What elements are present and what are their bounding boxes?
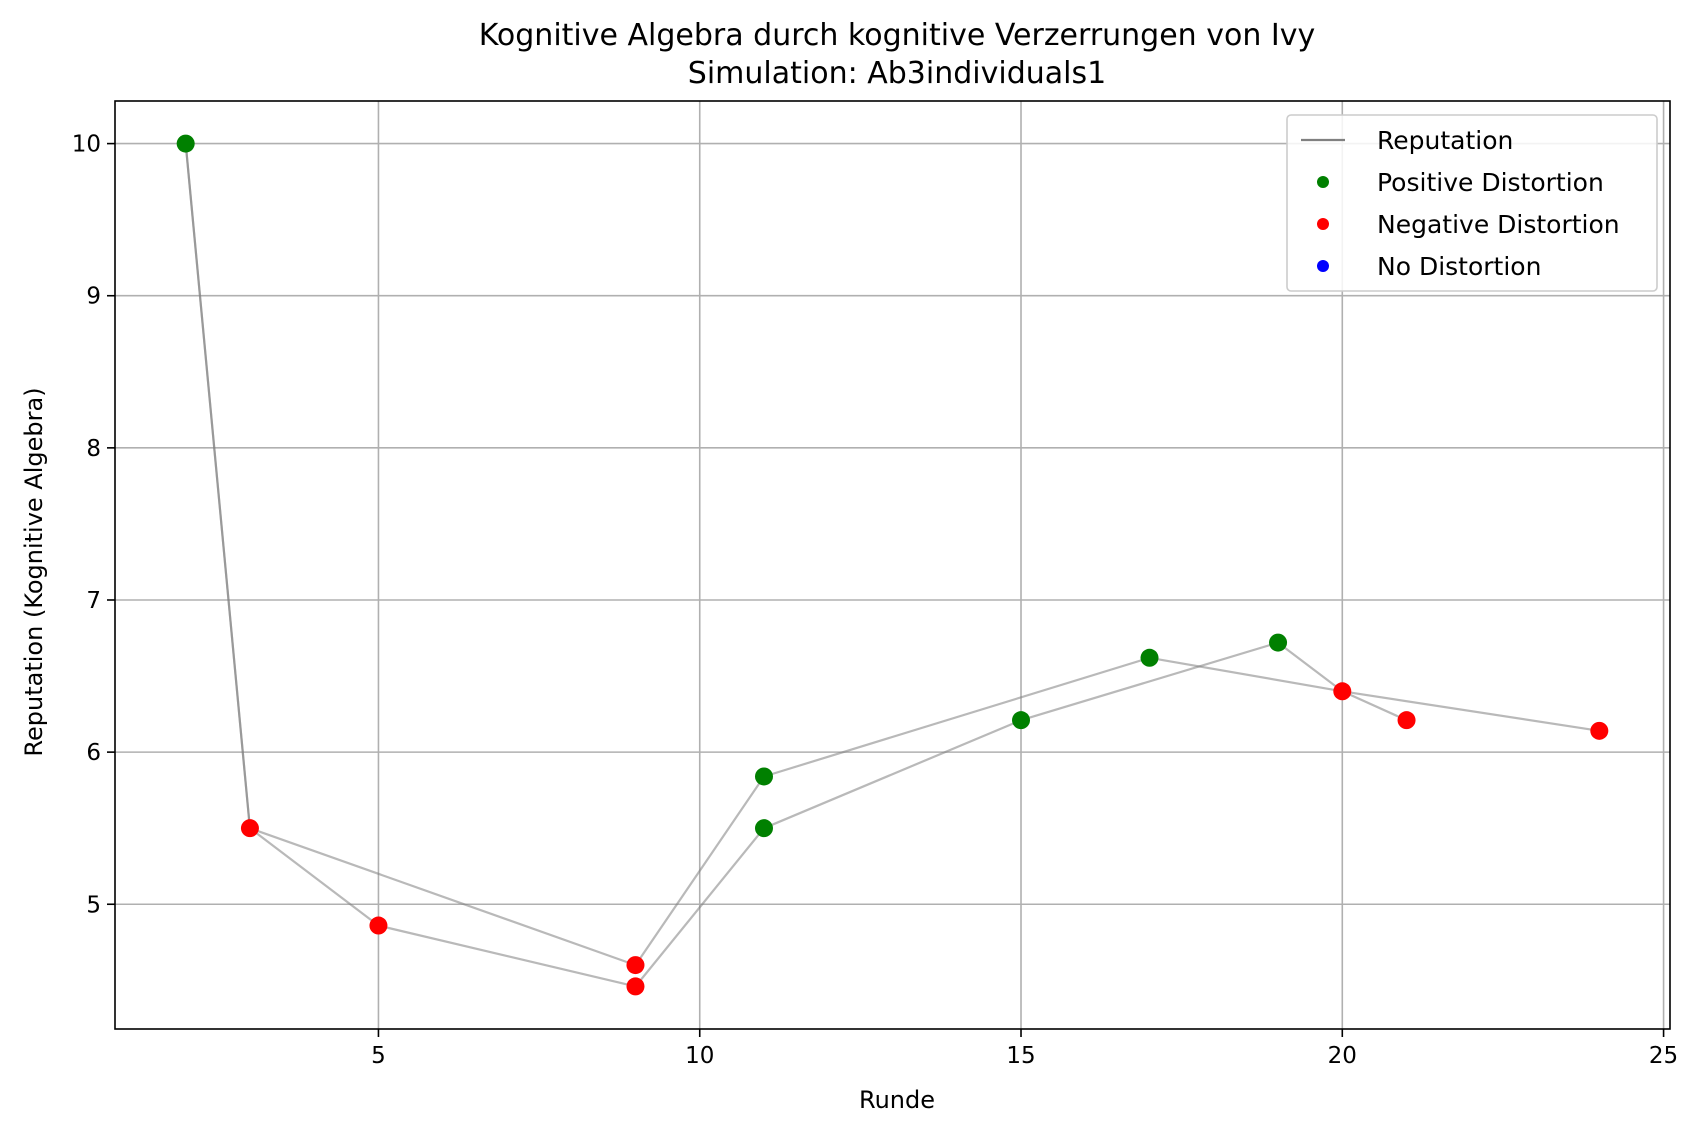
chart-subtitle: Simulation: Ab3individuals1 xyxy=(688,56,1106,91)
y-tick-label: 9 xyxy=(86,284,101,310)
plot-area: 5 10 15 20 25 5 6 7 8 9 10 xyxy=(72,100,1678,1069)
legend-label-positive-distortion: Positive Distortion xyxy=(1377,168,1604,197)
data-point-negative-distortion xyxy=(369,916,388,935)
legend-label-no-distortion: No Distortion xyxy=(1377,252,1541,281)
x-tick-label: 20 xyxy=(1328,1043,1357,1069)
y-tick-label: 6 xyxy=(86,740,101,766)
data-point-positive-distortion xyxy=(1140,648,1159,667)
legend-frame xyxy=(1286,114,1658,292)
chart-title: Kognitive Algebra durch kognitive Verzer… xyxy=(479,18,1316,53)
data-point-positive-distortion xyxy=(176,134,195,153)
data-point-negative-distortion xyxy=(240,819,259,838)
data-point-positive-distortion xyxy=(754,819,773,838)
legend-marker-negative-distortion xyxy=(1317,218,1329,230)
legend-marker-positive-distortion xyxy=(1317,176,1329,188)
y-tick-label: 7 xyxy=(86,588,101,614)
x-tick-label: 15 xyxy=(1006,1043,1035,1069)
data-point-negative-distortion xyxy=(626,956,645,975)
axes-frame xyxy=(114,100,1671,1030)
x-tick-label: 25 xyxy=(1649,1043,1678,1069)
data-point-positive-distortion xyxy=(1269,633,1288,652)
x-axis-label: Runde xyxy=(859,1086,935,1114)
legend-marker-no-distortion xyxy=(1317,260,1329,272)
legend-label-negative-distortion: Negative Distortion xyxy=(1377,210,1620,239)
data-point-negative-distortion xyxy=(1397,711,1416,730)
legend: Reputation Positive Distortion Negative Di… xyxy=(1286,114,1658,292)
data-point-negative-distortion xyxy=(1333,682,1352,701)
y-tick-label: 5 xyxy=(86,892,101,918)
y-tick-label: 8 xyxy=(86,436,101,462)
data-point-positive-distortion xyxy=(754,767,773,786)
y-tick-label: 10 xyxy=(72,132,101,158)
data-point-negative-distortion xyxy=(626,977,645,996)
x-tick-label: 5 xyxy=(371,1043,386,1069)
x-tick-label: 10 xyxy=(685,1043,714,1069)
series-line-1 xyxy=(184,143,1407,988)
legend-label-reputation: Reputation xyxy=(1377,126,1513,155)
data-point-positive-distortion xyxy=(1012,711,1031,730)
y-axis-label: Reputation (Kognitive Algebra) xyxy=(20,387,48,756)
data-point-negative-distortion xyxy=(1590,721,1609,740)
